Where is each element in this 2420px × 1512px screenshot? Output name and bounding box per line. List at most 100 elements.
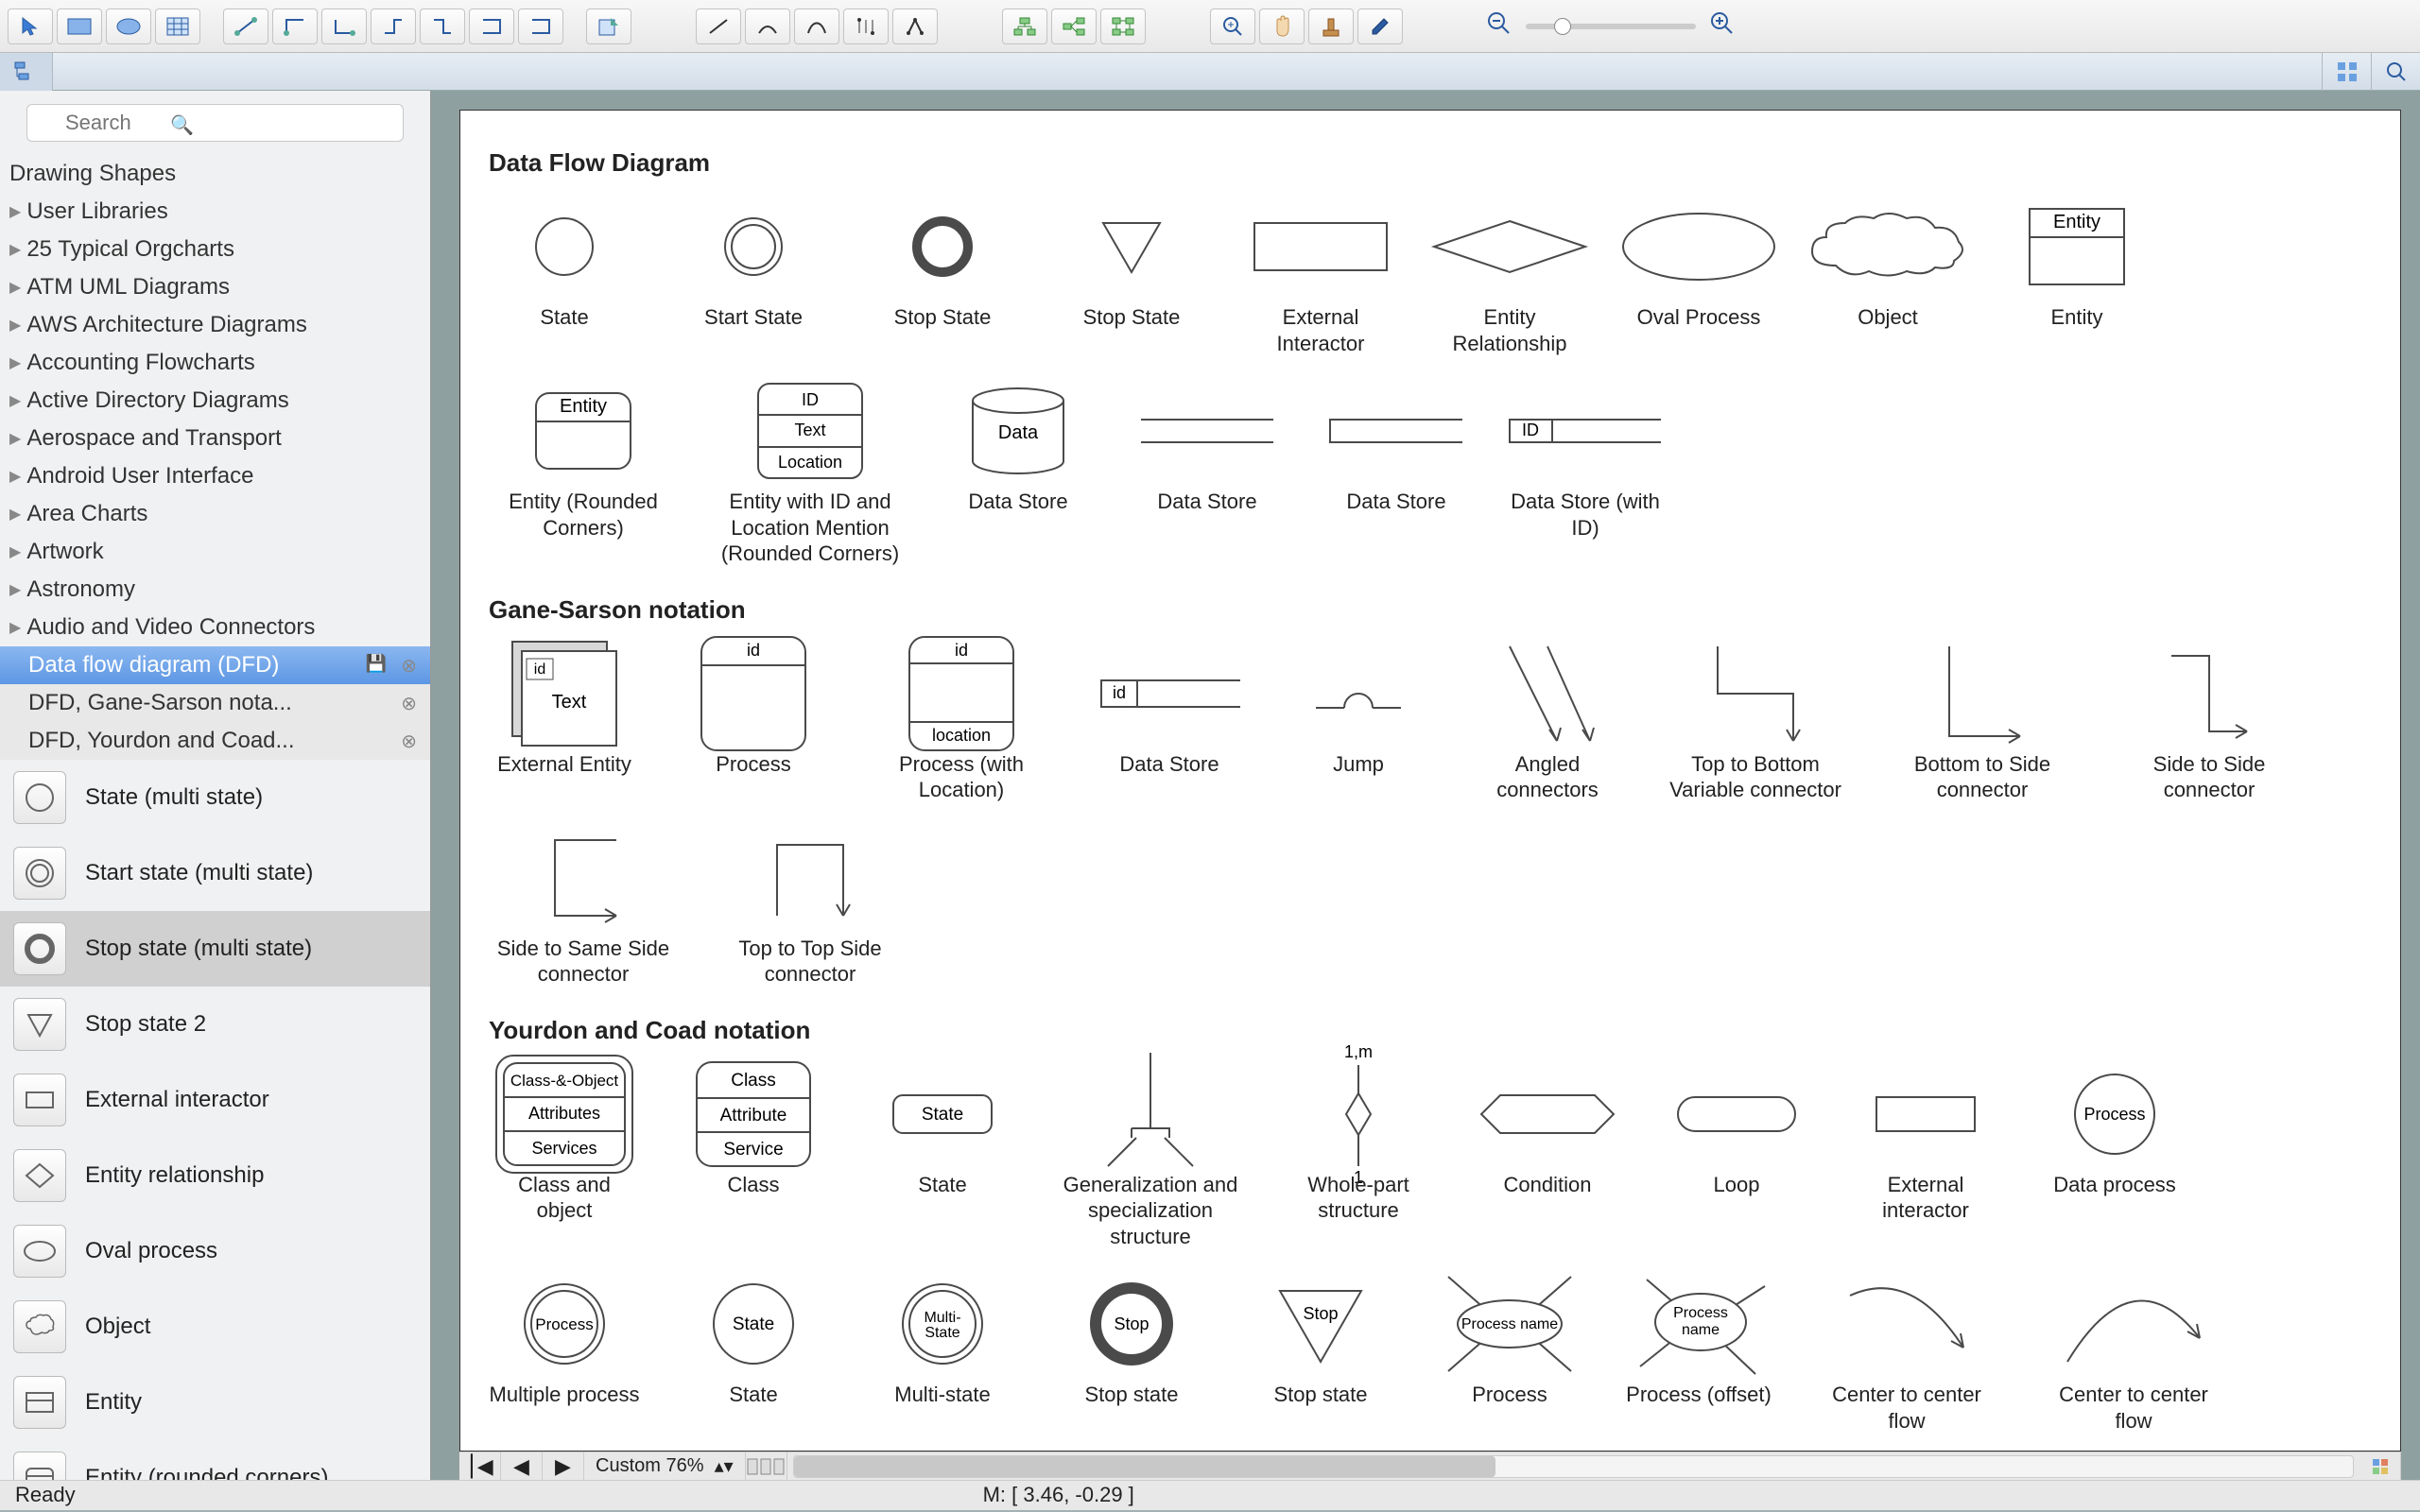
shape-list-item[interactable]: Stop state 2 — [0, 987, 430, 1062]
tool-pen[interactable] — [1357, 9, 1403, 44]
shape-list-item[interactable]: Entity (rounded corners) — [0, 1440, 430, 1480]
category-item[interactable]: ▶User Libraries — [0, 193, 430, 231]
tree-view-icon[interactable] — [0, 53, 53, 91]
shape-list-item[interactable]: Stop state (multi state) — [0, 911, 430, 987]
tool-line-3[interactable] — [794, 9, 839, 44]
canvas-shape[interactable]: Side to Side connector — [2115, 642, 2304, 803]
tool-line-5[interactable] — [892, 9, 938, 44]
canvas-shape[interactable]: Data Store — [1132, 379, 1283, 567]
shape-list-item[interactable]: Entity relationship — [0, 1138, 430, 1213]
tool-conn-1[interactable] — [223, 9, 268, 44]
canvas-shape[interactable]: EntityEntity (Rounded Corners) — [489, 379, 678, 567]
canvas-shape[interactable]: External Interactor — [1245, 195, 1396, 356]
zoom-slider[interactable] — [1526, 24, 1696, 29]
view-mode-icon[interactable] — [746, 1452, 787, 1481]
page-first-icon[interactable]: ⎮◀ — [459, 1452, 501, 1481]
page-prev-icon[interactable]: ◀ — [501, 1452, 543, 1481]
canvas-shape[interactable]: Oval Process — [1623, 195, 1774, 356]
canvas-shape[interactable]: Object — [1812, 195, 1963, 356]
shape-list-item[interactable]: State (multi state) — [0, 760, 430, 835]
tool-conn-3[interactable] — [321, 9, 367, 44]
tool-hand[interactable] — [1259, 9, 1305, 44]
shape-list-item[interactable]: Entity — [0, 1365, 430, 1440]
canvas-shape[interactable]: Entity Relationship — [1434, 195, 1585, 356]
canvas-shape[interactable]: ProcessnameProcess (offset) — [1623, 1272, 1774, 1434]
canvas-shape[interactable]: IDData Store (with ID) — [1510, 379, 1661, 567]
canvas-shape[interactable]: EntityEntity — [2001, 195, 2152, 356]
shape-list-item[interactable]: Start state (multi state) — [0, 835, 430, 911]
tool-line-4[interactable] — [843, 9, 889, 44]
search-toggle-icon[interactable] — [2371, 53, 2420, 91]
canvas-shape[interactable]: External interactor — [1850, 1062, 2001, 1250]
tool-rect[interactable] — [57, 9, 102, 44]
tool-line-1[interactable] — [696, 9, 741, 44]
canvas-shape[interactable]: 1,m1Whole-part structure — [1283, 1062, 1434, 1250]
canvas[interactable]: Data Flow DiagramStateStart StateStop St… — [459, 110, 2401, 1452]
shape-list-item[interactable]: Oval process — [0, 1213, 430, 1289]
canvas-shape[interactable]: Stop State — [1056, 195, 1207, 356]
category-item[interactable]: ▶Artwork — [0, 533, 430, 571]
category-item[interactable]: ▶25 Typical Orgcharts — [0, 231, 430, 268]
canvas-shape[interactable]: Process nameProcess — [1434, 1272, 1585, 1434]
zoom-in-icon[interactable] — [1709, 10, 1736, 43]
close-icon[interactable]: ⊗ — [401, 692, 417, 715]
tool-table[interactable] — [155, 9, 200, 44]
canvas-shape[interactable]: Multi-StateMulti-state — [867, 1272, 1018, 1434]
close-icon[interactable]: ⊗ — [401, 654, 417, 678]
tool-zoom-in[interactable] — [1210, 9, 1255, 44]
tool-conn-4[interactable] — [371, 9, 416, 44]
canvas-shape[interactable]: Center to center flow — [2039, 1272, 2228, 1434]
category-item[interactable]: ▶Audio and Video Connectors — [0, 609, 430, 646]
tool-tree-2[interactable] — [1051, 9, 1097, 44]
canvas-shape[interactable]: ClassAttributeServiceClass — [678, 1062, 829, 1250]
h-scrollbar[interactable] — [793, 1455, 2354, 1478]
tool-stamp[interactable] — [1308, 9, 1354, 44]
selected-library[interactable]: Data flow diagram (DFD)💾⊗ — [0, 646, 430, 684]
canvas-shape[interactable]: idProcess — [678, 642, 829, 803]
category-item[interactable]: ▶Area Charts — [0, 495, 430, 533]
canvas-shape[interactable]: idData Store — [1094, 642, 1245, 803]
canvas-shape[interactable]: Jump — [1283, 642, 1434, 803]
canvas-shape[interactable]: IDTextLocationEntity with ID and Locatio… — [716, 379, 905, 567]
canvas-shape[interactable]: StopStop state — [1056, 1272, 1207, 1434]
canvas-shape[interactable]: Generalization and specialization struct… — [1056, 1062, 1245, 1250]
search-input[interactable] — [26, 104, 404, 142]
canvas-shape[interactable]: Side to Same Side connector — [489, 826, 678, 988]
shape-list-item[interactable]: Object — [0, 1289, 430, 1365]
page-next-icon[interactable]: ▶ — [543, 1452, 584, 1481]
tool-conn-2[interactable] — [272, 9, 318, 44]
grid-view-icon[interactable] — [2322, 53, 2371, 91]
canvas-shape[interactable]: Stop State — [867, 195, 1018, 356]
canvas-shape[interactable]: idlocationProcess (with Location) — [867, 642, 1056, 803]
save-icon[interactable]: 💾 — [366, 654, 387, 674]
category-item[interactable]: ▶Aerospace and Transport — [0, 420, 430, 457]
tool-conn-7[interactable] — [518, 9, 563, 44]
canvas-shape[interactable]: Loop — [1661, 1062, 1812, 1250]
category-item[interactable]: ▶Astronomy — [0, 571, 430, 609]
tool-conn-5[interactable] — [420, 9, 465, 44]
canvas-shape[interactable]: StopStop state — [1245, 1272, 1396, 1434]
canvas-shape[interactable]: State — [489, 195, 640, 356]
shape-list-item[interactable]: External interactor — [0, 1062, 430, 1138]
zoom-label[interactable]: Custom 76% ▴▾ — [584, 1452, 746, 1481]
category-item[interactable]: ▶Active Directory Diagrams — [0, 382, 430, 420]
category-item[interactable]: ▶ATM UML Diagrams — [0, 268, 430, 306]
tool-export[interactable] — [586, 9, 631, 44]
canvas-shape[interactable]: Class-&-ObjectAttributesServicesClass an… — [489, 1062, 640, 1250]
canvas-shape[interactable]: Center to center flow — [1812, 1272, 2001, 1434]
tool-tree-3[interactable] — [1100, 9, 1146, 44]
sub-library-item[interactable]: DFD, Gane-Sarson nota...⊗ — [0, 684, 430, 722]
canvas-shape[interactable]: Condition — [1472, 1062, 1623, 1250]
sub-library-item[interactable]: DFD, Yourdon and Coad...⊗ — [0, 722, 430, 760]
zoom-out-icon[interactable] — [1486, 10, 1512, 43]
category-item[interactable]: ▶AWS Architecture Diagrams — [0, 306, 430, 344]
tool-conn-6[interactable] — [469, 9, 514, 44]
canvas-shape[interactable]: Angled connectors — [1472, 642, 1623, 803]
tool-tree-1[interactable] — [1002, 9, 1047, 44]
tool-pointer[interactable] — [8, 9, 53, 44]
canvas-shape[interactable]: StateState — [678, 1272, 829, 1434]
canvas-shape[interactable]: Start State — [678, 195, 829, 356]
tool-line-2[interactable] — [745, 9, 790, 44]
canvas-shape[interactable]: Data Store — [1321, 379, 1472, 567]
canvas-shape[interactable]: Top to Bottom Variable connector — [1661, 642, 1850, 803]
